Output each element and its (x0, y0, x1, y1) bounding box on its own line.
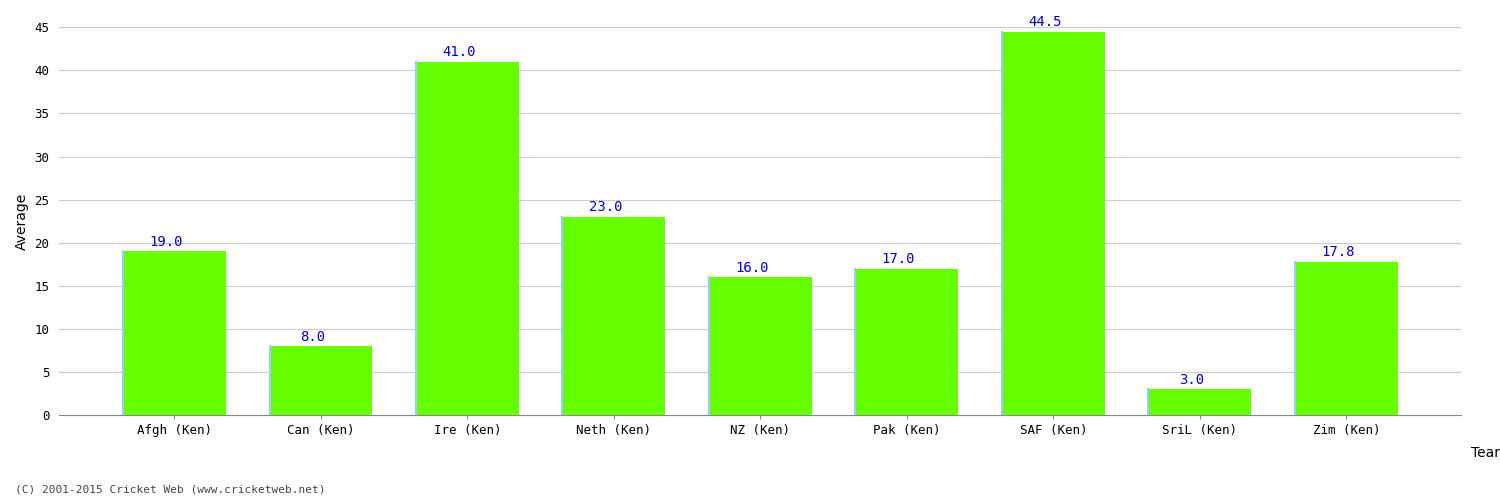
Bar (1002, 32, 1104, 415)
Text: 3.0: 3.0 (1179, 373, 1204, 387)
Text: 8.0: 8.0 (300, 330, 326, 344)
Text: (C) 2001-2015 Cricket Web (www.cricketweb.net): (C) 2001-2015 Cricket Web (www.cricketwe… (15, 485, 326, 495)
Bar (562, 217, 664, 415)
X-axis label: Team: Team (1472, 446, 1500, 460)
Bar (1294, 262, 1398, 415)
Text: 17.0: 17.0 (882, 252, 915, 266)
Bar (855, 268, 958, 415)
Bar (1149, 390, 1251, 415)
Text: 41.0: 41.0 (442, 45, 476, 59)
Text: 16.0: 16.0 (735, 260, 770, 274)
Text: 44.5: 44.5 (1029, 15, 1062, 29)
Bar (270, 346, 372, 415)
Bar (123, 252, 225, 415)
Text: 23.0: 23.0 (590, 200, 622, 214)
Bar (416, 62, 519, 415)
Text: 17.8: 17.8 (1322, 245, 1354, 259)
Text: 19.0: 19.0 (150, 235, 183, 249)
Bar (710, 278, 812, 415)
Y-axis label: Average: Average (15, 192, 28, 250)
